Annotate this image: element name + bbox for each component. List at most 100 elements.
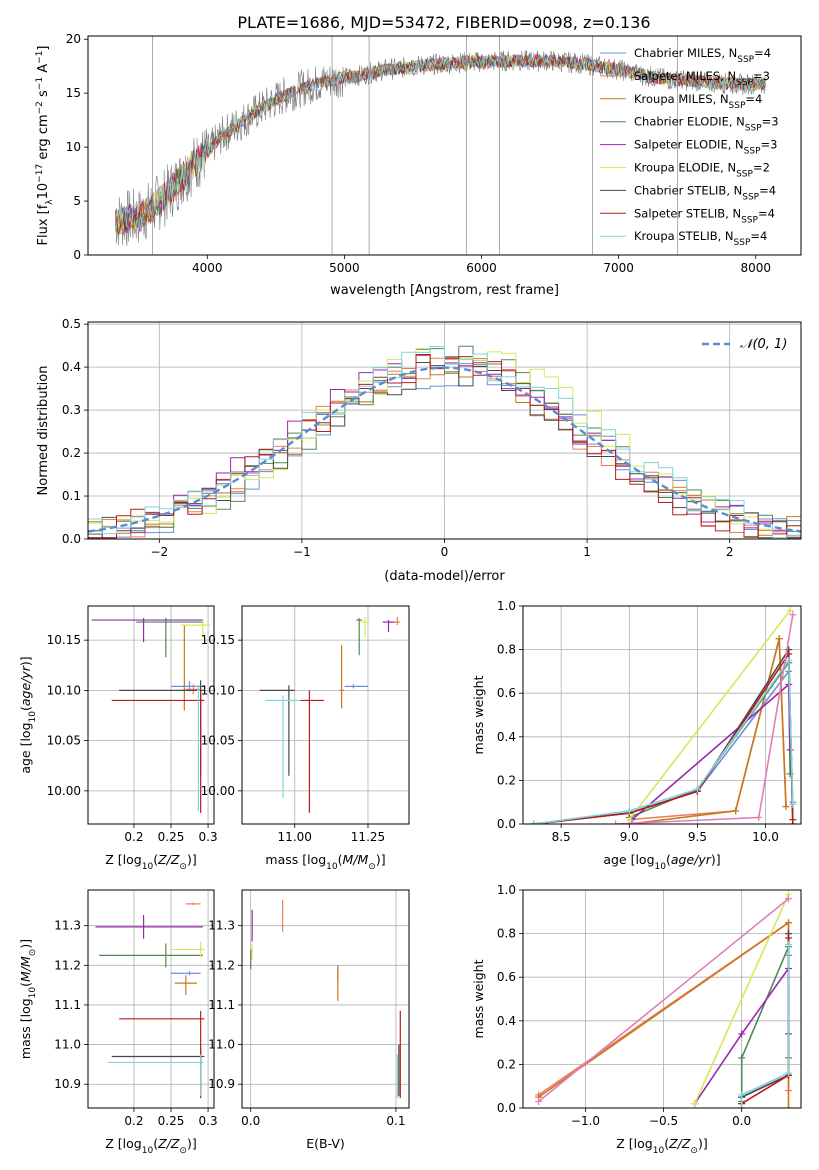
massweight_vs_Z-xlabel: Z [log10(Z/Z⊙)]: [616, 1136, 707, 1156]
massweight_vs_age-axes: 8.5 9.0 9.5 10.0 0.0 0.2 0.4 0.6 0.8 1.0: [497, 599, 801, 844]
x-tick-label: 0.25: [158, 1114, 185, 1128]
x-tick-label: 0.0: [241, 1114, 260, 1128]
y-tick-label: 5: [73, 194, 81, 208]
label-part: ⊙: [179, 1146, 187, 1156]
x-tick-label: 1: [583, 545, 591, 559]
label-part: SSP: [737, 55, 754, 65]
label-part: )]: [18, 939, 33, 949]
spectrum-xlabel: wavelength [Angstrom, rest frame]: [330, 283, 559, 298]
y-tick-label: 0.2: [497, 1057, 516, 1071]
x-tick-label: 6000: [466, 261, 497, 275]
age_vs_mass-plot: [259, 617, 401, 813]
label-part: −1: [35, 51, 45, 64]
y-tick-label: 0.3: [62, 403, 81, 417]
label-part: =2: [753, 161, 770, 175]
label-part: (: [153, 852, 158, 867]
massweight_vs_age-plot: [530, 606, 797, 824]
label-part: A: [36, 64, 51, 77]
label-part: 10: [142, 862, 154, 872]
y-tick-label: 0.0: [497, 1101, 516, 1115]
y-tick-label: 10.15: [201, 633, 235, 647]
x-tick-label: 5000: [329, 261, 360, 275]
label-part: M/M: [18, 956, 33, 982]
legend-entry: Kroupa ELODIE, NSSP=2: [634, 161, 770, 180]
age_vs_mass-frame: [241, 605, 410, 825]
y-tick-label: 0.8: [497, 643, 516, 657]
x-tick-label: −0.5: [649, 1114, 678, 1128]
y-tick-label: 11.0: [208, 1038, 235, 1052]
y-tick-label: 20: [66, 32, 81, 46]
label-part: Flux [f: [36, 204, 51, 245]
x-tick-label: 0.3: [199, 1114, 218, 1128]
label-part: 10: [655, 862, 667, 872]
spectrum-plot: [115, 36, 767, 255]
label-part: )]: [187, 852, 197, 867]
label-part: Chabrier MILES, N: [634, 46, 737, 60]
label-part: erg cm: [36, 114, 51, 163]
x-tick-label: −2: [150, 545, 168, 559]
y-tick-label: 10.15: [47, 633, 81, 647]
massweight_vs_Z-plot: [535, 890, 793, 1108]
label-part: 10: [28, 711, 38, 723]
y-tick-label: 10.9: [208, 1077, 235, 1091]
x-tick-label: 0: [441, 545, 449, 559]
label-part: Z/Z: [157, 1136, 180, 1151]
label-part: =4: [758, 206, 775, 220]
mass_vs_Z-ylabel: mass [log10(M/M⊙)]: [18, 939, 38, 1059]
massweight_vs_age-ylabel: mass weight: [471, 675, 486, 754]
label-part: age [log: [18, 722, 33, 773]
legend-entry: Kroupa MILES, NSSP=4: [634, 92, 762, 111]
y-tick-label: 0.4: [497, 1014, 516, 1028]
y-tick-label: 11.2: [54, 958, 81, 972]
residual-plot: [88, 345, 801, 539]
legend-entry: Chabrier STELIB, NSSP=4: [634, 183, 776, 202]
label-part: Salpeter MILES, N: [634, 69, 736, 83]
x-tick-label: 0.0: [732, 1114, 751, 1128]
age_vs_mass-axes: 11.00 11.25 10.00 10.05 10.10 10.15: [201, 606, 409, 844]
mass_vs_Z-frame: [87, 889, 215, 1109]
x-tick-label: 9.5: [688, 830, 707, 844]
x-tick-label: 10.0: [752, 830, 779, 844]
label-part: ⊙: [690, 1146, 698, 1156]
label-part: Chabrier ELODIE, N: [634, 115, 745, 129]
weight-series-line: [694, 894, 790, 1104]
label-part: )]: [698, 1136, 708, 1151]
label-part: SSP: [736, 78, 753, 88]
y-tick-label: 11.0: [54, 1038, 81, 1052]
label-part: mass [log: [265, 852, 326, 867]
label-part: −17: [35, 164, 45, 183]
legend-entry: Chabrier ELODIE, NSSP=3: [634, 115, 779, 134]
mass_vs_ebv-frame: [241, 889, 410, 1109]
label-part: 10: [28, 987, 38, 999]
label-part: Chabrier STELIB, N: [634, 183, 742, 197]
y-tick-label: 11.2: [208, 958, 235, 972]
x-tick-label: −1.0: [571, 1114, 600, 1128]
mass_vs_Z-plot: [95, 902, 205, 1099]
weight-series-line: [538, 898, 790, 1103]
label-part: =3: [762, 115, 779, 129]
label-part: Z [log: [105, 852, 141, 867]
y-tick-label: 10.10: [201, 683, 235, 697]
label-part: SSP: [729, 101, 746, 111]
y-tick-label: 0.0: [62, 532, 81, 546]
label-part: SSP: [736, 170, 753, 180]
y-tick-label: 0.1: [62, 489, 81, 503]
y-tick-label: 0.0: [497, 817, 516, 831]
label-part: )]: [187, 1136, 197, 1151]
weight-series-line: [615, 614, 794, 824]
label-part: (: [153, 1136, 158, 1151]
label-part: ]: [36, 46, 51, 51]
label-part: ⊙: [28, 949, 38, 957]
x-tick-label: −1: [293, 545, 311, 559]
legend-entry: Salpeter MILES, NSSP=3: [634, 69, 770, 88]
label-part: Salpeter STELIB, N: [634, 206, 741, 220]
age_vs_Z-plot: [91, 618, 211, 813]
mass_vs_Z-axes: 0.2 0.25 0.3 10.9 11.0 11.1 11.2 11.3: [54, 890, 218, 1128]
x-tick-label: 0.3: [199, 830, 218, 844]
label-part: SSP: [742, 192, 759, 202]
y-tick-label: 0: [73, 248, 81, 262]
label-part: 10: [653, 1146, 665, 1156]
y-tick-label: 10.05: [201, 734, 235, 748]
label-part: Kroupa STELIB, N: [634, 229, 734, 243]
